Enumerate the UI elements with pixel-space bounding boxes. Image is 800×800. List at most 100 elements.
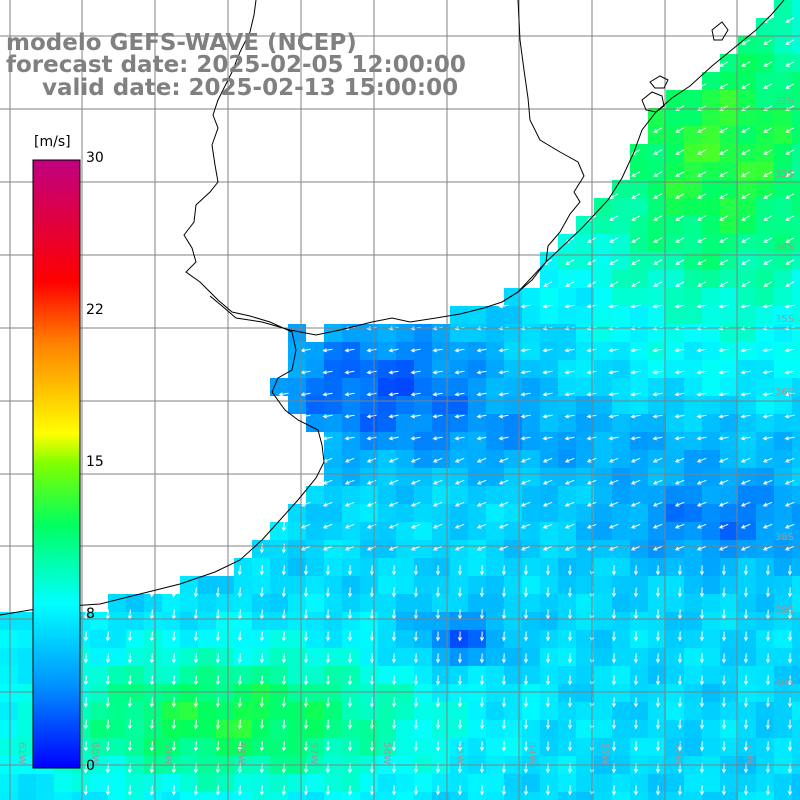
wind-speed-cell xyxy=(756,720,774,738)
wind-arrow xyxy=(545,741,551,752)
longitude-label: 55W xyxy=(454,742,465,765)
wind-speed-cell xyxy=(576,738,594,756)
wind-speed-cell xyxy=(342,324,360,342)
wind-arrow xyxy=(699,675,705,686)
wind-speed-cell xyxy=(756,450,774,468)
wind-speed-cell xyxy=(360,612,378,630)
wind-speed-cell xyxy=(522,288,540,306)
wind-arrow xyxy=(696,479,707,485)
wind-speed-cell xyxy=(414,612,432,630)
wind-arrow xyxy=(542,348,553,353)
wind-speed-cell xyxy=(486,360,504,378)
wind-arrow xyxy=(699,785,705,796)
wind-arrow xyxy=(787,631,793,642)
wind-arrow xyxy=(193,719,198,730)
wind-arrow xyxy=(498,436,509,441)
wind-speed-cell xyxy=(702,144,720,162)
wind-speed-cell xyxy=(702,252,720,270)
wind-speed-cell xyxy=(216,576,234,594)
wind-speed-cell xyxy=(198,666,216,684)
wind-arrows xyxy=(83,17,795,796)
wind-speed-cell xyxy=(414,486,432,504)
wind-speed-cell xyxy=(396,450,414,468)
wind-speed-cell xyxy=(756,594,774,612)
wind-speed-cell xyxy=(252,594,270,612)
longitude-label: 61W xyxy=(16,742,27,765)
wind-speed-cell xyxy=(396,324,414,342)
wind-speed-cell xyxy=(792,288,800,306)
wind-speed-cell xyxy=(0,702,18,720)
wind-speed-cell xyxy=(468,666,486,684)
wind-speed-cell xyxy=(612,702,630,720)
wind-speed-cell xyxy=(198,738,216,756)
wind-arrow xyxy=(498,304,509,309)
wind-speed-cell xyxy=(738,432,756,450)
wind-arrow xyxy=(322,479,333,485)
wind-arrow xyxy=(740,370,751,375)
wind-arrow xyxy=(435,741,441,752)
wind-speed-cell xyxy=(540,270,558,288)
wind-speed-cell xyxy=(720,738,738,756)
wind-arrow xyxy=(787,565,793,576)
wind-speed-cell xyxy=(702,342,720,360)
wind-arrow xyxy=(697,215,707,221)
wind-arrow xyxy=(718,414,729,419)
wind-speed-cell xyxy=(342,702,360,720)
wind-arrow xyxy=(105,697,110,708)
longitude-labels: 61W 60W 59W 58W 57W 56W 55W 54W 53W 52W 51W xyxy=(16,742,755,765)
wind-speed-cell xyxy=(648,396,666,414)
wind-speed-cell xyxy=(108,630,126,648)
wind-arrow xyxy=(564,436,575,441)
wind-speed-cell xyxy=(198,648,216,666)
wind-arrow xyxy=(674,479,685,485)
wind-arrow xyxy=(564,414,575,419)
wind-speed-cell xyxy=(684,612,702,630)
wind-speed-cell xyxy=(234,738,252,756)
wind-speed-cell xyxy=(612,396,630,414)
wind-speed-cell xyxy=(342,396,360,414)
wind-arrow xyxy=(127,697,132,708)
wind-arrow xyxy=(193,587,198,598)
wind-speed-cell xyxy=(270,774,288,792)
wind-speed-cell xyxy=(612,504,630,522)
wind-speed-cell xyxy=(36,774,54,792)
wind-speed-cell xyxy=(342,360,360,378)
wind-speed-cell xyxy=(522,450,540,468)
wind-speed-cell xyxy=(792,54,800,72)
wind-arrow xyxy=(325,697,331,708)
wind-arrow xyxy=(149,653,154,664)
wind-speed-cell xyxy=(576,720,594,738)
wind-speed-cell xyxy=(756,738,774,756)
wind-speed-cell xyxy=(450,738,468,756)
wind-speed-cell xyxy=(540,306,558,324)
wind-speed-cell xyxy=(720,234,738,252)
wind-speed-cell xyxy=(738,666,756,684)
wind-arrow xyxy=(564,348,575,353)
wind-arrow xyxy=(303,785,309,796)
wind-speed-cell xyxy=(594,342,612,360)
wind-speed-cell xyxy=(540,774,558,792)
wind-arrow xyxy=(498,370,509,375)
wind-arrow xyxy=(653,259,663,265)
wind-speed-cell xyxy=(18,702,36,720)
wind-speed-cell xyxy=(540,576,558,594)
wind-arrow xyxy=(564,457,575,463)
wind-speed-cell xyxy=(738,36,756,54)
wind-speed-cell xyxy=(432,684,450,702)
wind-speed-cell xyxy=(792,612,800,630)
wind-arrow xyxy=(784,523,795,529)
wind-arrow xyxy=(193,697,198,708)
wind-speed-cell xyxy=(342,648,360,666)
wind-speed-cell xyxy=(594,306,612,324)
wind-speed-cell xyxy=(666,666,684,684)
wind-speed-cell xyxy=(396,720,414,738)
wind-speed-cell xyxy=(792,774,800,792)
wind-arrow xyxy=(391,587,397,598)
wind-arrow xyxy=(674,304,685,309)
wind-speed-cell xyxy=(378,342,396,360)
wind-speed-cell xyxy=(558,774,576,792)
wind-arrow xyxy=(413,741,419,752)
wind-speed-cell xyxy=(630,414,648,432)
